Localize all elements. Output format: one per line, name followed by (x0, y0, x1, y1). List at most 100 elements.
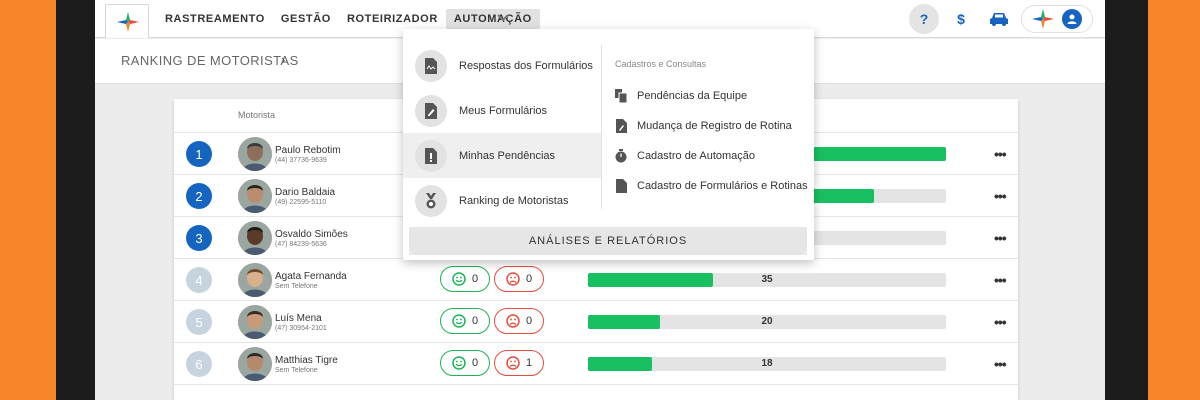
driver-avatar (238, 305, 272, 339)
driver-phone: Sem Telefone (275, 283, 318, 290)
rank-badge: 6 (186, 351, 212, 377)
menu-item-label: Minhas Pendências (459, 149, 556, 162)
help-button[interactable]: ? (909, 4, 939, 34)
more-options-icon[interactable]: ••• (994, 272, 1007, 288)
driver-name: Matthias Tigre (275, 355, 338, 366)
billing-button[interactable]: $ (957, 11, 965, 27)
page-title: RANKING DE MOTORISTAS (121, 53, 299, 68)
table-row: 4 Agata Fernanda Sem Telefone 0 (174, 259, 1018, 301)
driver-avatar (238, 347, 272, 381)
reports-button[interactable]: ANÁLISES E RELATÓRIOS (409, 227, 807, 255)
frown-icon (506, 272, 520, 286)
menu-link-routine-change[interactable]: Mudança de Registro de Rotina (615, 111, 808, 141)
driver-phone: (49) 22595-5110 (275, 199, 327, 206)
topbar-actions: ? $ (909, 4, 1093, 34)
menu-link-label: Cadastro de Formulários e Rotinas (637, 180, 808, 192)
score-value: 35 (761, 274, 773, 285)
section-title: Cadastros e Consultas (615, 59, 707, 69)
user-avatar-icon (1062, 9, 1082, 29)
breadcrumb-chevron-icon[interactable]: › (281, 52, 286, 67)
driver-name: Luís Mena (275, 313, 322, 324)
driver-phone: (47) 84239-5636 (275, 241, 327, 248)
score-bar-fill (588, 357, 653, 371)
menu-item-label: Ranking de Motoristas (459, 194, 569, 207)
brand-logo-icon (1032, 9, 1054, 29)
driver-name: Agata Fernanda (275, 271, 347, 282)
negative-feedback-pill[interactable]: 0 (494, 266, 544, 292)
score-bar-fill (588, 315, 660, 329)
chevron-down-icon[interactable] (495, 10, 511, 26)
menu-link-label: Pendências da Equipe (637, 90, 748, 102)
form-document-icon (415, 49, 447, 82)
logo-tab[interactable] (105, 4, 149, 38)
negative-count: 1 (525, 357, 533, 369)
negative-count: 0 (525, 273, 533, 285)
document-edit-icon (615, 119, 627, 133)
app-logo-icon (117, 12, 139, 32)
driver-avatar (238, 263, 272, 297)
rank-badge: 4 (186, 267, 212, 293)
menu-item-my-forms[interactable]: Meus Formulários (403, 88, 601, 133)
menu-item-label: Meus Formulários (459, 104, 548, 117)
rank-badge: 3 (186, 225, 212, 251)
dropdown-primary-list: Respostas dos Formulários Meus Formulári… (403, 43, 601, 223)
menu-link-label: Mudança de Registro de Rotina (637, 120, 792, 132)
smile-icon (452, 314, 466, 328)
menu-link-forms-register[interactable]: Cadastro de Formulários e Rotinas (615, 171, 808, 201)
account-menu[interactable] (1021, 5, 1093, 33)
negative-feedback-pill[interactable]: 1 (494, 350, 544, 376)
driver-phone: (47) 30954-2101 (275, 325, 327, 332)
menu-item-label: Respostas dos Formulários (459, 59, 593, 72)
positive-feedback-pill[interactable]: 0 (440, 308, 490, 334)
table-row: 6 Matthias Tigre Sem Telefone 0 (174, 343, 1018, 385)
alert-document-icon (415, 139, 447, 172)
menu-link-team-pending[interactable]: Pendências da Equipe (615, 81, 808, 111)
negative-feedback-pill[interactable]: 0 (494, 308, 544, 334)
more-options-icon[interactable]: ••• (994, 146, 1007, 162)
more-options-icon[interactable]: ••• (994, 314, 1007, 330)
edit-form-icon (415, 94, 447, 127)
positive-count: 0 (471, 273, 479, 285)
more-options-icon[interactable]: ••• (994, 188, 1007, 204)
nav-item-roteirizador[interactable]: ROTEIRIZADOR (346, 13, 438, 25)
driver-name: Dario Baldaia (275, 187, 336, 198)
main-nav: RASTREAMENTO GESTÃO ROTEIRIZADOR AUTOMAÇ… (157, 9, 540, 29)
score-bar-fill (588, 273, 714, 287)
positive-feedback-pill[interactable]: 0 (440, 266, 490, 292)
frown-icon (506, 356, 520, 370)
driver-name: Osvaldo Simões (275, 229, 348, 240)
positive-count: 0 (471, 315, 479, 327)
score-bar: 35 (588, 273, 946, 287)
smile-icon (452, 272, 466, 286)
score-bar: 20 (588, 315, 946, 329)
menu-item-my-pending[interactable]: Minhas Pendências (403, 133, 601, 178)
nav-item-gestao[interactable]: GESTÃO (280, 13, 331, 25)
menu-item-driver-ranking[interactable]: Ranking de Motoristas (403, 178, 601, 223)
vehicle-button[interactable] (983, 4, 1015, 34)
nav-item-rastreamento[interactable]: RASTREAMENTO (165, 13, 265, 25)
frown-icon (506, 314, 520, 328)
score-value: 20 (761, 316, 773, 327)
top-navigation-bar: RASTREAMENTO GESTÃO ROTEIRIZADOR AUTOMAÇ… (95, 0, 1105, 38)
menu-item-form-responses[interactable]: Respostas dos Formulários (403, 43, 601, 88)
driver-phone: Sem Telefone (275, 367, 318, 374)
stopwatch-icon (615, 149, 627, 163)
driver-avatar (238, 179, 272, 213)
more-options-icon[interactable]: ••• (994, 230, 1007, 246)
positive-feedback-pill[interactable]: 0 (440, 350, 490, 376)
dropdown-divider (601, 45, 602, 209)
menu-link-automation-register[interactable]: Cadastro de Automação (615, 141, 808, 171)
driver-avatar (238, 221, 272, 255)
table-row: 5 Luís Mena (47) 30954-2101 0 (174, 301, 1018, 343)
more-options-icon[interactable]: ••• (994, 356, 1007, 372)
nav-item-automacao[interactable]: AUTOMAÇÃO (445, 9, 540, 29)
score-bar: 18 (588, 357, 946, 371)
driver-phone: (44) 37736-9639 (275, 157, 327, 164)
column-header-driver: Motorista (238, 110, 276, 120)
negative-count: 0 (525, 315, 533, 327)
medal-icon (415, 184, 447, 217)
score-value: 18 (761, 358, 773, 369)
positive-count: 0 (471, 357, 479, 369)
smile-icon (452, 356, 466, 370)
documents-icon (615, 89, 627, 103)
